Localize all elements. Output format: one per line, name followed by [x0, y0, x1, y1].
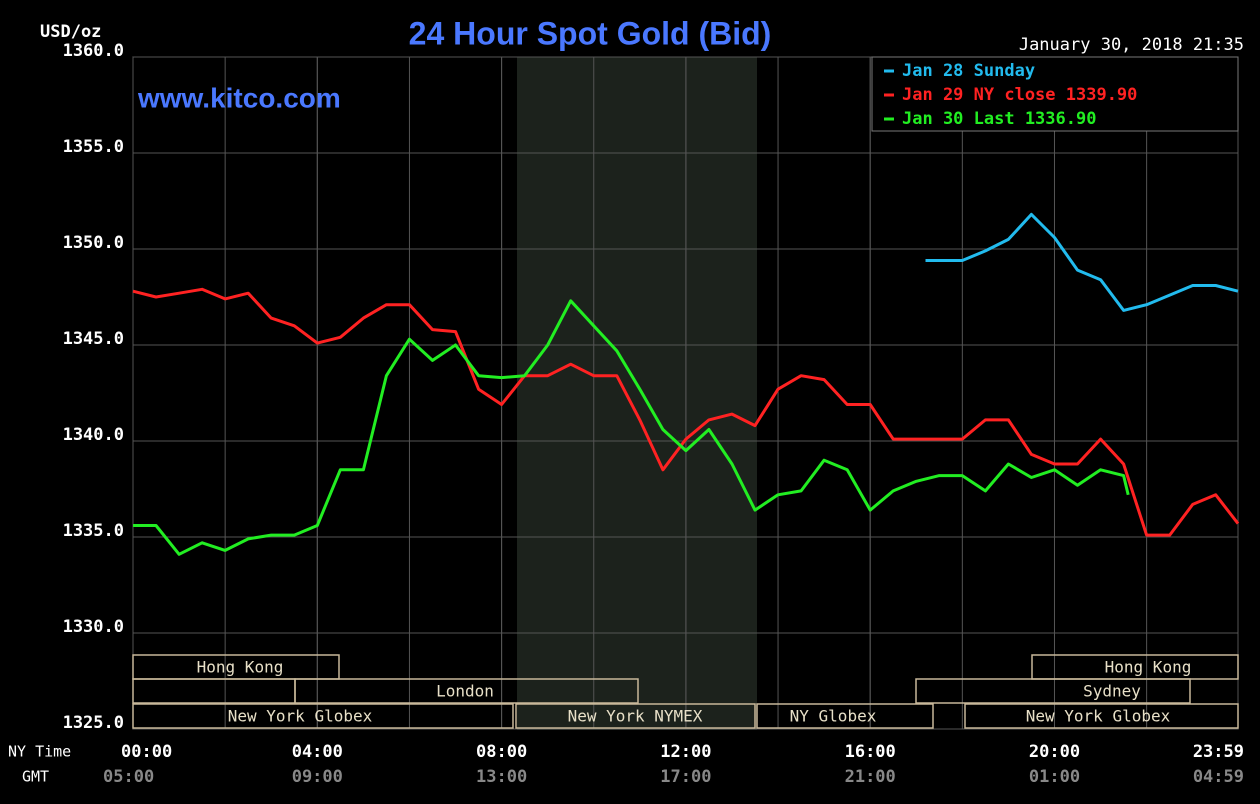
- session-box: [964, 703, 1239, 729]
- session-label: Sydney: [1083, 682, 1141, 701]
- x2-tick-label: 09:00: [292, 767, 343, 787]
- x2-axis-label: GMT: [22, 768, 49, 786]
- y-tick-label: 1340.0: [63, 425, 124, 445]
- grid: [132, 56, 1239, 730]
- x-tick-label: 12:00: [660, 742, 711, 762]
- session-label: Hong Kong: [197, 658, 284, 677]
- legend: [871, 56, 1239, 132]
- x-tick-label: 00:00: [121, 742, 172, 762]
- session-box: [756, 703, 934, 729]
- subtitle: January 30, 2018 21:35: [1019, 35, 1244, 55]
- session-label: Hong Kong: [1105, 658, 1192, 677]
- x-axis-label: NY Time: [8, 743, 71, 761]
- session-box: [294, 678, 639, 704]
- nymex-shade: [517, 57, 757, 730]
- y-tick-label: 1330.0: [63, 617, 124, 637]
- legend-label: Jan 28 Sunday: [902, 61, 1035, 81]
- y-tick-label: 1335.0: [63, 521, 124, 541]
- watermark: www.kitco.com: [137, 82, 341, 113]
- y-tick-label: 1345.0: [63, 329, 124, 349]
- sessions: Hong Kong London New York Globex New York N…: [132, 654, 1239, 729]
- legend-label: Jan 30 Last 1336.90: [902, 109, 1096, 129]
- session-box: [132, 703, 514, 729]
- x2-tick-label: 05:00: [103, 767, 154, 787]
- chart-title: 24 Hour Spot Gold (Bid): [409, 15, 772, 51]
- session-label: London: [436, 682, 494, 701]
- y-tick-label: 1350.0: [63, 233, 124, 253]
- x-tick-label: 04:00: [292, 742, 343, 762]
- x2-tick-label: 01:00: [1029, 767, 1080, 787]
- x2-tick-label: 17:00: [660, 767, 711, 787]
- x-tick-label: 23:59: [1193, 742, 1244, 762]
- y-tick-label: 1360.0: [63, 41, 124, 61]
- x-tick-label: 08:00: [476, 742, 527, 762]
- x2-tick-label: 21:00: [845, 767, 896, 787]
- y-tick-label: 1355.0: [63, 137, 124, 157]
- session-label: New York Globex: [1026, 707, 1171, 726]
- session-label: New York Globex: [228, 707, 373, 726]
- session-box: [132, 654, 340, 680]
- y-axis-label: USD/oz: [40, 22, 101, 42]
- y-tick-label: 1325.0: [63, 713, 124, 733]
- series-line: [132, 287, 1240, 537]
- session-label: NY Globex: [790, 707, 877, 726]
- x2-tick-label: 04:59: [1193, 767, 1244, 787]
- legend-label: Jan 29 NY close 1339.90: [902, 85, 1137, 105]
- session-box: [515, 703, 756, 729]
- session-box: [915, 678, 1191, 704]
- x-tick-label: 16:00: [845, 742, 896, 762]
- x-tick-label: 20:00: [1029, 742, 1080, 762]
- x2-tick-label: 13:00: [476, 767, 527, 787]
- series-line: [133, 299, 1130, 556]
- session-label: New York NYMEX: [568, 707, 703, 726]
- series-line: [925, 212, 1239, 312]
- lines: [132, 212, 1240, 556]
